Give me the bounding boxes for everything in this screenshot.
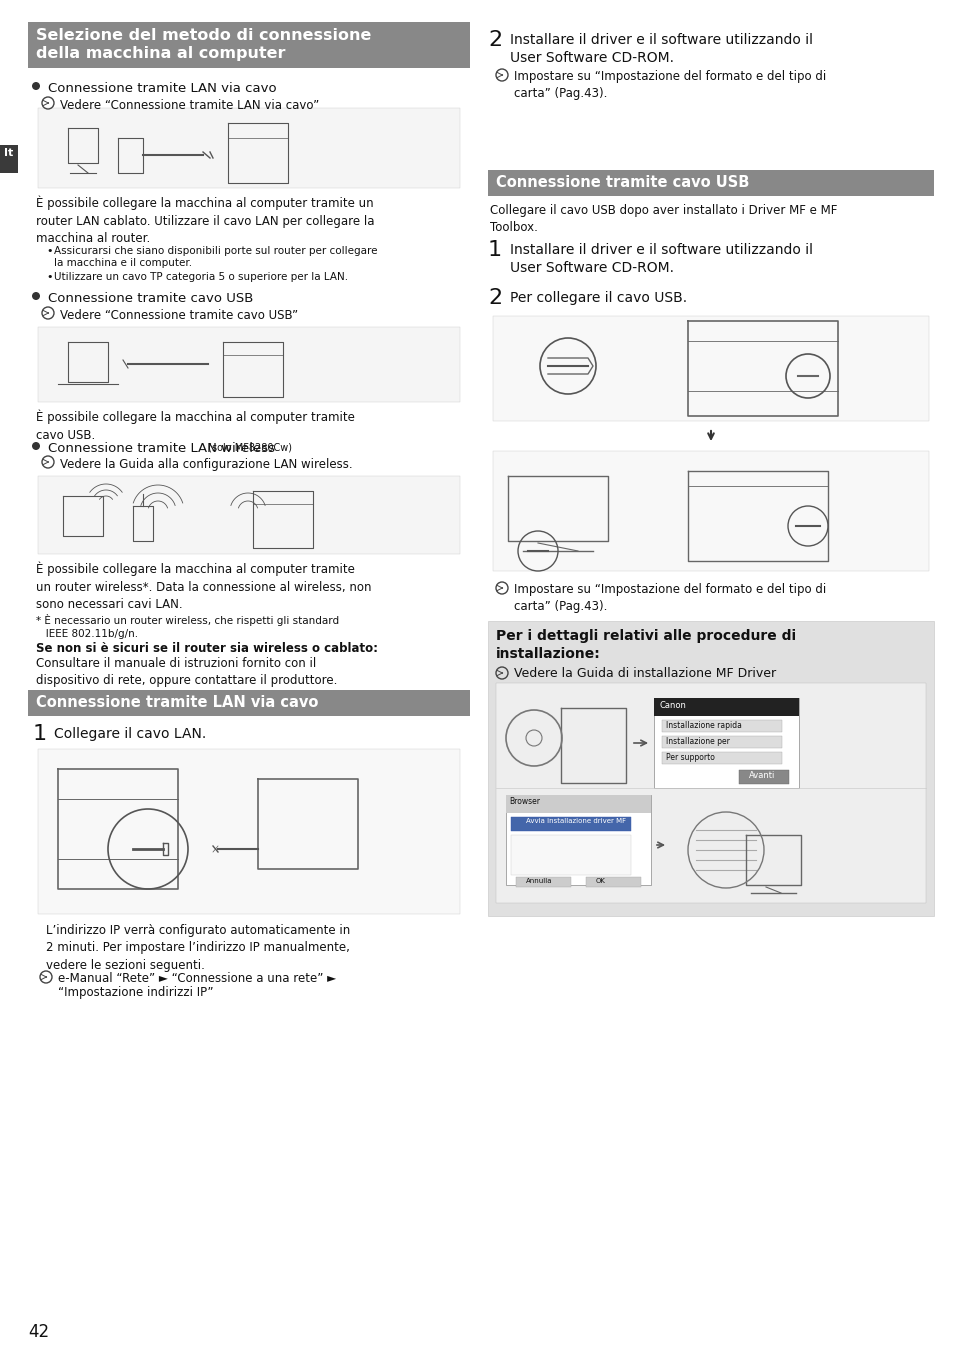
Text: •: • <box>46 272 52 282</box>
Bar <box>493 452 928 572</box>
Circle shape <box>32 82 40 90</box>
Bar <box>28 690 470 716</box>
Bar <box>496 683 925 903</box>
Text: Impostare su “Impostazione del formato e del tipo di
carta” (Pag.43).: Impostare su “Impostazione del formato e… <box>514 70 825 100</box>
Text: (solo MF8280Cw): (solo MF8280Cw) <box>205 443 292 453</box>
Text: Utilizzare un cavo TP categoria 5 o superiore per la LAN.: Utilizzare un cavo TP categoria 5 o supe… <box>54 272 348 282</box>
Text: Collegare il cavo USB dopo aver installato i Driver MF e MF
Toolbox.: Collegare il cavo USB dopo aver installa… <box>490 204 837 235</box>
Text: Installare il driver e il software utilizzando il
User Software CD-ROM.: Installare il driver e il software utili… <box>510 32 812 66</box>
Bar <box>505 795 650 813</box>
Text: Vedere “Connessione tramite LAN via cavo”: Vedere “Connessione tramite LAN via cavo… <box>60 98 319 112</box>
Bar <box>585 878 640 887</box>
Text: della macchina al computer: della macchina al computer <box>36 46 285 61</box>
Bar <box>488 170 933 195</box>
Text: L’indirizzo IP verrà configurato automaticamente in
2 minuti. Per impostare l’in: L’indirizzo IP verrà configurato automat… <box>46 923 350 972</box>
Bar <box>739 770 788 785</box>
Text: Annulla: Annulla <box>525 878 552 884</box>
Text: 1: 1 <box>33 724 47 744</box>
Bar <box>38 749 459 914</box>
Text: Per collegare il cavo USB.: Per collegare il cavo USB. <box>510 291 686 305</box>
Bar <box>511 817 630 830</box>
Bar <box>38 108 459 187</box>
Text: È possibile collegare la macchina al computer tramite un
router LAN cablato. Uti: È possibile collegare la macchina al com… <box>36 195 375 245</box>
Text: Vedere la Guida alla configurazione LAN wireless.: Vedere la Guida alla configurazione LAN … <box>60 458 353 470</box>
Text: 1: 1 <box>488 240 501 260</box>
Text: Connessione tramite cavo USB: Connessione tramite cavo USB <box>496 175 749 190</box>
Text: È possibile collegare la macchina al computer tramite
cavo USB.: È possibile collegare la macchina al com… <box>36 410 355 442</box>
Text: Browser: Browser <box>509 797 539 806</box>
Text: Connessione tramite cavo USB: Connessione tramite cavo USB <box>48 293 253 305</box>
Text: Vedere “Connessione tramite cavo USB”: Vedere “Connessione tramite cavo USB” <box>60 309 297 322</box>
Text: Assicurarsi che siano disponibili porte sul router per collegare: Assicurarsi che siano disponibili porte … <box>54 245 377 256</box>
Bar <box>488 621 933 917</box>
Text: 2: 2 <box>488 288 501 307</box>
Text: È possibile collegare la macchina al computer tramite
un router wireless*. Data : È possibile collegare la macchina al com… <box>36 562 371 612</box>
Bar <box>493 315 928 421</box>
Bar <box>28 22 470 67</box>
Text: Selezione del metodo di connessione: Selezione del metodo di connessione <box>36 28 371 43</box>
Text: 2: 2 <box>488 30 501 50</box>
Text: Canon: Canon <box>659 701 685 710</box>
Text: Per supporto: Per supporto <box>665 754 714 762</box>
Bar <box>505 795 650 886</box>
Text: OK: OK <box>596 878 605 884</box>
Bar <box>654 698 799 789</box>
Text: Vedere la Guida di installazione MF Driver: Vedere la Guida di installazione MF Driv… <box>514 667 776 679</box>
Text: “Impostazione indirizzi IP”: “Impostazione indirizzi IP” <box>58 985 213 999</box>
Bar <box>661 720 781 732</box>
Text: Connessione tramite LAN wireless: Connessione tramite LAN wireless <box>48 442 274 456</box>
Bar <box>38 328 459 402</box>
Text: Consultare il manuale di istruzioni fornito con il
dispositivo di rete, oppure c: Consultare il manuale di istruzioni forn… <box>36 656 337 687</box>
Text: Installazione per: Installazione per <box>665 737 729 745</box>
Bar <box>511 834 630 875</box>
Bar <box>516 878 571 887</box>
Text: It: It <box>4 148 13 158</box>
Text: Se non si è sicuri se il router sia wireless o cablato:: Se non si è sicuri se il router sia wire… <box>36 642 377 655</box>
Text: 42: 42 <box>28 1322 49 1341</box>
Text: Connessione tramite LAN via cavo: Connessione tramite LAN via cavo <box>36 696 318 710</box>
Bar <box>654 698 799 716</box>
Text: Avvia installazione driver MF: Avvia installazione driver MF <box>525 818 625 824</box>
Text: Connessione tramite LAN via cavo: Connessione tramite LAN via cavo <box>48 82 276 94</box>
Bar <box>38 476 459 554</box>
Text: e-Manual “Rete” ► “Connessione a una rete” ►: e-Manual “Rete” ► “Connessione a una ret… <box>58 972 335 985</box>
Bar <box>0 146 18 173</box>
Text: Impostare su “Impostazione del formato e del tipo di
carta” (Pag.43).: Impostare su “Impostazione del formato e… <box>514 582 825 613</box>
Text: Per i dettagli relativi alle procedure di
installazione:: Per i dettagli relativi alle procedure d… <box>496 630 796 662</box>
Text: Avanti: Avanti <box>748 771 775 780</box>
Text: •: • <box>46 245 52 256</box>
Text: * È necessario un router wireless, che rispetti gli standard
   IEEE 802.11b/g/n: * È necessario un router wireless, che r… <box>36 613 338 639</box>
Bar <box>661 752 781 764</box>
Circle shape <box>32 442 40 450</box>
Text: la macchina e il computer.: la macchina e il computer. <box>54 257 192 268</box>
Bar <box>661 736 781 748</box>
Text: Installazione rapida: Installazione rapida <box>665 721 741 731</box>
Text: Collegare il cavo LAN.: Collegare il cavo LAN. <box>54 727 206 741</box>
Text: Installare il driver e il software utilizzando il
User Software CD-ROM.: Installare il driver e il software utili… <box>510 243 812 275</box>
Circle shape <box>32 293 40 301</box>
